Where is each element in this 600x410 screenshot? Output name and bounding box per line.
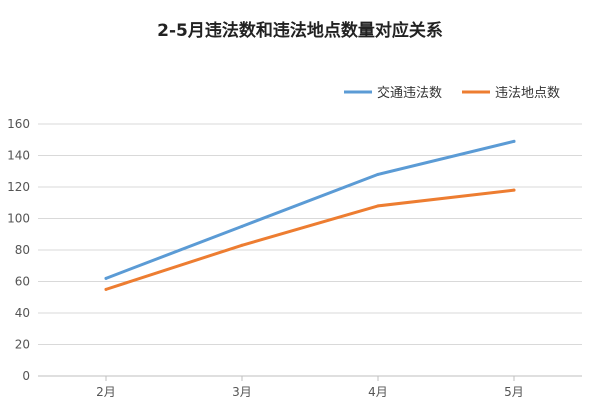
data-point [376, 172, 380, 176]
y-tick-label: 100 [7, 212, 30, 226]
series-line-1 [104, 139, 516, 280]
legend-label: 交通违法数 [377, 85, 442, 101]
y-tick-label: 120 [7, 180, 30, 194]
x-tick-label: 2月 [96, 385, 116, 399]
y-tick-label: 160 [7, 117, 30, 131]
x-tick-label: 3月 [232, 385, 252, 399]
chart-title: 2-5月违法数和违法地点数量对应关系 [157, 21, 443, 41]
y-tick-label: 20 [15, 338, 30, 352]
data-point [240, 224, 244, 228]
x-tick-label: 5月 [504, 385, 524, 399]
data-point [512, 139, 516, 143]
y-tick-label: 80 [15, 243, 30, 257]
y-tick-label: 60 [15, 275, 30, 289]
x-tick-label: 4月 [368, 385, 388, 399]
data-point [376, 204, 380, 208]
data-point [240, 243, 244, 247]
y-tick-label: 40 [15, 306, 30, 320]
data-point [512, 188, 516, 192]
data-point [104, 276, 108, 280]
data-point [104, 287, 108, 291]
series-line-2 [104, 188, 516, 291]
legend-label: 违法地点数 [495, 86, 560, 101]
y-tick-label: 140 [7, 149, 30, 163]
y-tick-label: 0 [22, 369, 30, 383]
